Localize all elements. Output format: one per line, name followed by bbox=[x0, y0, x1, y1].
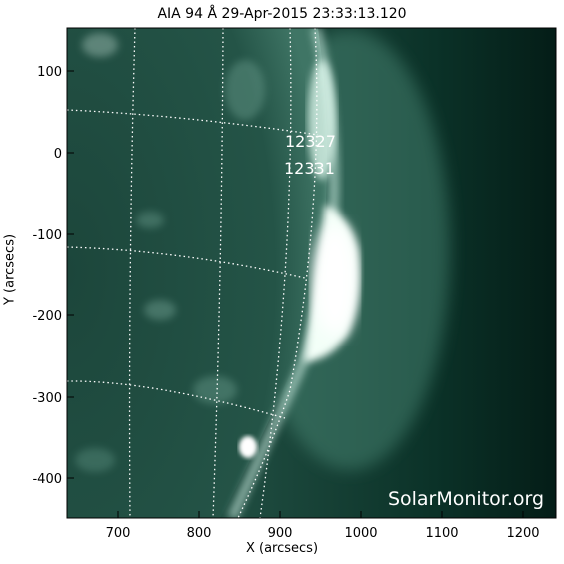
y-axis-ticks bbox=[67, 70, 74, 479]
x-tick-label: 700 bbox=[106, 526, 131, 541]
disk-features bbox=[75, 33, 265, 472]
image-title: AIA 94 Å 29-Apr-2015 23:33:13.120 bbox=[157, 6, 407, 22]
y-tick-label: 100 bbox=[37, 65, 62, 80]
y-tick-label: -400 bbox=[32, 472, 62, 487]
plot-frame bbox=[66, 27, 557, 519]
x-tick-label: 1000 bbox=[344, 526, 377, 541]
x-tick-label: 800 bbox=[187, 526, 212, 541]
y-tick-label: -100 bbox=[32, 228, 62, 243]
x-tick-label: 900 bbox=[268, 526, 293, 541]
x-tick-label: 1200 bbox=[506, 526, 539, 541]
x-axis-label: X (arcsecs) bbox=[245, 541, 319, 556]
coordinate-grid bbox=[67, 28, 319, 518]
region-label-12327: 12327 bbox=[285, 132, 336, 151]
x-tick-label: 1100 bbox=[425, 526, 458, 541]
limb-loop-upper bbox=[308, 60, 336, 180]
y-tick-label: -300 bbox=[32, 391, 62, 406]
flare-core bbox=[313, 225, 357, 335]
x-axis-ticks bbox=[117, 511, 524, 518]
y-tick-label: -200 bbox=[32, 309, 62, 324]
bright-point bbox=[239, 436, 257, 458]
watermark-text: SolarMonitor.org bbox=[388, 488, 544, 510]
region-label-12331: 12331 bbox=[284, 159, 335, 178]
y-tick-label: 0 bbox=[54, 147, 62, 162]
